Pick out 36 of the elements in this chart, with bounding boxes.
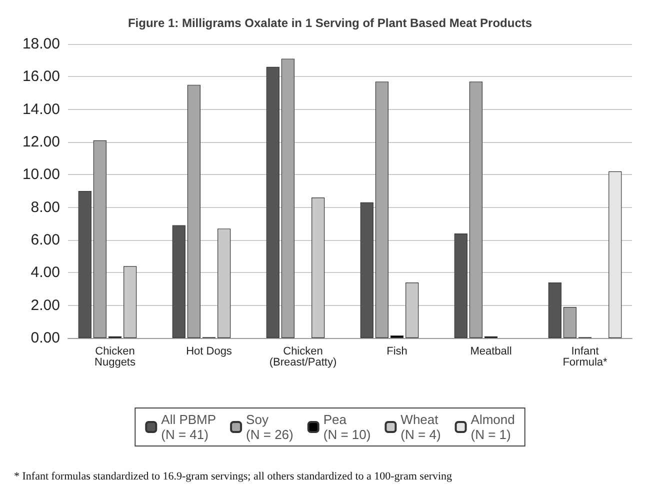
legend-label: Wheat (N = 4)	[400, 412, 441, 442]
bar	[172, 225, 186, 338]
x-tick-label: Chicken Nuggets	[94, 346, 136, 368]
y-tick-label: 2.00	[30, 296, 60, 314]
y-tick-label: 16.00	[22, 68, 60, 86]
bar	[266, 66, 280, 338]
bar	[375, 82, 388, 338]
x-tick-label: Chicken (Breast/Patty)	[269, 346, 337, 368]
bar	[281, 58, 294, 338]
bar	[360, 202, 374, 338]
text: * Infant formulas standardized to 16.9-gram servings; all others standardized to a 100-gram serving	[14, 470, 453, 482]
x-tick-label: Meatball	[470, 346, 512, 358]
bar	[78, 191, 92, 338]
bar	[608, 171, 622, 338]
bar	[187, 84, 200, 338]
x-tick-label: Infant Formula*	[562, 346, 608, 368]
legend-label: Almond (N = 1)	[470, 412, 515, 442]
bar	[454, 233, 468, 338]
chart-title: Figure 1: Milligrams Oxalate in 1 Serving of Plant Based Meat Products	[128, 16, 532, 30]
bar	[563, 306, 576, 338]
x-tick-label: Fish	[386, 346, 408, 358]
bar	[548, 282, 562, 338]
y-tick-label: 10.00	[22, 166, 60, 184]
bar	[93, 140, 106, 338]
x-tick-label: Hot Dogs	[186, 346, 232, 358]
y-tick-label: 18.00	[22, 36, 60, 52]
legend-label: Pea (N = 10)	[323, 412, 371, 442]
y-tick-label: 4.00	[30, 264, 60, 282]
y-tick-label: 6.00	[30, 232, 60, 248]
legend-label: All PBMP (N = 41)	[161, 412, 216, 442]
legend-label: Soy (N = 26)	[246, 412, 294, 442]
y-tick-label: 14.00	[22, 100, 60, 118]
y-tick-label: 8.00	[30, 198, 60, 216]
bar	[469, 82, 482, 338]
y-tick-label: 12.00	[22, 134, 60, 150]
y-tick-label: 0.00	[30, 330, 60, 346]
